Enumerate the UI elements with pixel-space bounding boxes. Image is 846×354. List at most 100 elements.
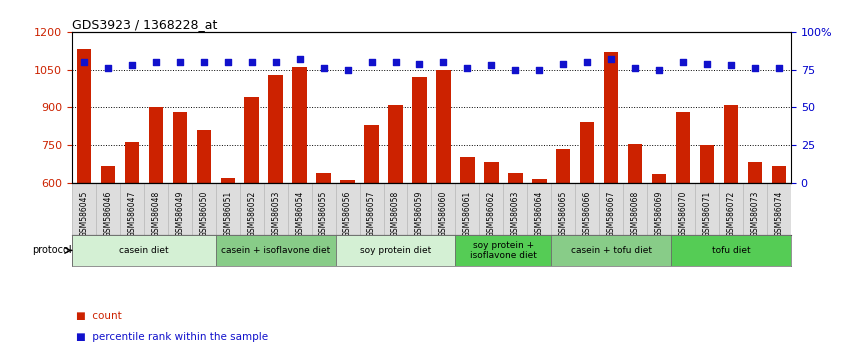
Bar: [480, 183, 503, 235]
Bar: [196, 130, 211, 333]
Bar: [724, 105, 739, 333]
Bar: [221, 178, 235, 333]
Text: GSM586061: GSM586061: [463, 190, 472, 237]
Text: casein diet: casein diet: [119, 246, 168, 255]
Point: [365, 59, 378, 65]
Text: GSM586051: GSM586051: [223, 190, 232, 237]
Text: GSM586045: GSM586045: [80, 190, 88, 237]
Bar: [96, 183, 120, 235]
Text: protocol: protocol: [32, 245, 71, 256]
Bar: [431, 183, 455, 235]
Text: GSM586068: GSM586068: [631, 190, 640, 237]
Bar: [671, 235, 791, 266]
Point: [700, 61, 714, 66]
Text: casein + tofu diet: casein + tofu diet: [571, 246, 651, 255]
Bar: [216, 183, 239, 235]
Point: [629, 65, 642, 71]
Text: GSM586054: GSM586054: [295, 190, 304, 237]
Point: [101, 65, 114, 71]
Bar: [599, 183, 624, 235]
Text: GSM586065: GSM586065: [559, 190, 568, 237]
Text: GSM586052: GSM586052: [247, 190, 256, 237]
Text: GSM586071: GSM586071: [703, 190, 711, 237]
Point: [677, 59, 690, 65]
Bar: [676, 112, 690, 333]
Text: GSM586053: GSM586053: [272, 190, 280, 237]
Bar: [408, 183, 431, 235]
Bar: [580, 122, 595, 333]
Point: [293, 56, 306, 62]
Text: ■  percentile rank within the sample: ■ percentile rank within the sample: [76, 332, 268, 342]
Text: GSM586056: GSM586056: [343, 190, 352, 237]
Point: [269, 59, 283, 65]
Bar: [460, 158, 475, 333]
Bar: [455, 183, 480, 235]
Bar: [149, 107, 163, 333]
Bar: [288, 183, 311, 235]
Text: GSM586069: GSM586069: [655, 190, 663, 237]
Bar: [700, 145, 714, 333]
Bar: [575, 183, 599, 235]
Point: [580, 59, 594, 65]
Point: [749, 65, 762, 71]
Point: [125, 62, 139, 68]
Point: [485, 62, 498, 68]
Text: GSM586050: GSM586050: [200, 190, 208, 237]
Bar: [437, 69, 451, 333]
Bar: [604, 52, 618, 333]
Bar: [412, 77, 426, 333]
Point: [389, 59, 403, 65]
Point: [245, 59, 259, 65]
Text: GSM586064: GSM586064: [535, 190, 544, 237]
Text: GSM586070: GSM586070: [678, 190, 688, 237]
Bar: [365, 125, 379, 333]
Bar: [316, 172, 331, 333]
Point: [772, 65, 786, 71]
Text: GSM586047: GSM586047: [128, 190, 136, 237]
Bar: [532, 179, 547, 333]
Bar: [767, 183, 791, 235]
Bar: [647, 183, 671, 235]
Bar: [144, 183, 168, 235]
Point: [173, 59, 186, 65]
Text: GSM586066: GSM586066: [583, 190, 591, 237]
Bar: [527, 183, 552, 235]
Bar: [652, 174, 667, 333]
Text: GSM586046: GSM586046: [103, 190, 113, 237]
Point: [652, 67, 666, 72]
Bar: [77, 50, 91, 333]
Point: [221, 59, 234, 65]
Text: GSM586055: GSM586055: [319, 190, 328, 237]
Text: GSM586048: GSM586048: [151, 190, 160, 237]
Point: [460, 65, 474, 71]
Bar: [101, 166, 115, 333]
Text: soy protein +
isoflavone diet: soy protein + isoflavone diet: [470, 241, 537, 260]
Bar: [239, 183, 264, 235]
Bar: [508, 172, 523, 333]
Text: GSM586074: GSM586074: [775, 190, 783, 237]
Bar: [552, 235, 671, 266]
Text: GSM586073: GSM586073: [750, 190, 760, 237]
Bar: [120, 183, 144, 235]
Text: tofu diet: tofu diet: [711, 246, 750, 255]
Bar: [671, 183, 695, 235]
Bar: [360, 183, 383, 235]
Bar: [772, 166, 786, 333]
Point: [724, 62, 738, 68]
Bar: [388, 105, 403, 333]
Text: GSM586072: GSM586072: [727, 190, 735, 237]
Text: GSM586067: GSM586067: [607, 190, 616, 237]
Text: GSM586058: GSM586058: [391, 190, 400, 237]
Bar: [244, 97, 259, 333]
Bar: [695, 183, 719, 235]
Point: [437, 59, 450, 65]
Bar: [216, 235, 336, 266]
Bar: [311, 183, 336, 235]
Point: [316, 65, 330, 71]
Point: [77, 59, 91, 65]
Bar: [168, 183, 192, 235]
Bar: [383, 183, 408, 235]
Bar: [503, 183, 527, 235]
Bar: [173, 112, 187, 333]
Text: GSM586059: GSM586059: [415, 190, 424, 237]
